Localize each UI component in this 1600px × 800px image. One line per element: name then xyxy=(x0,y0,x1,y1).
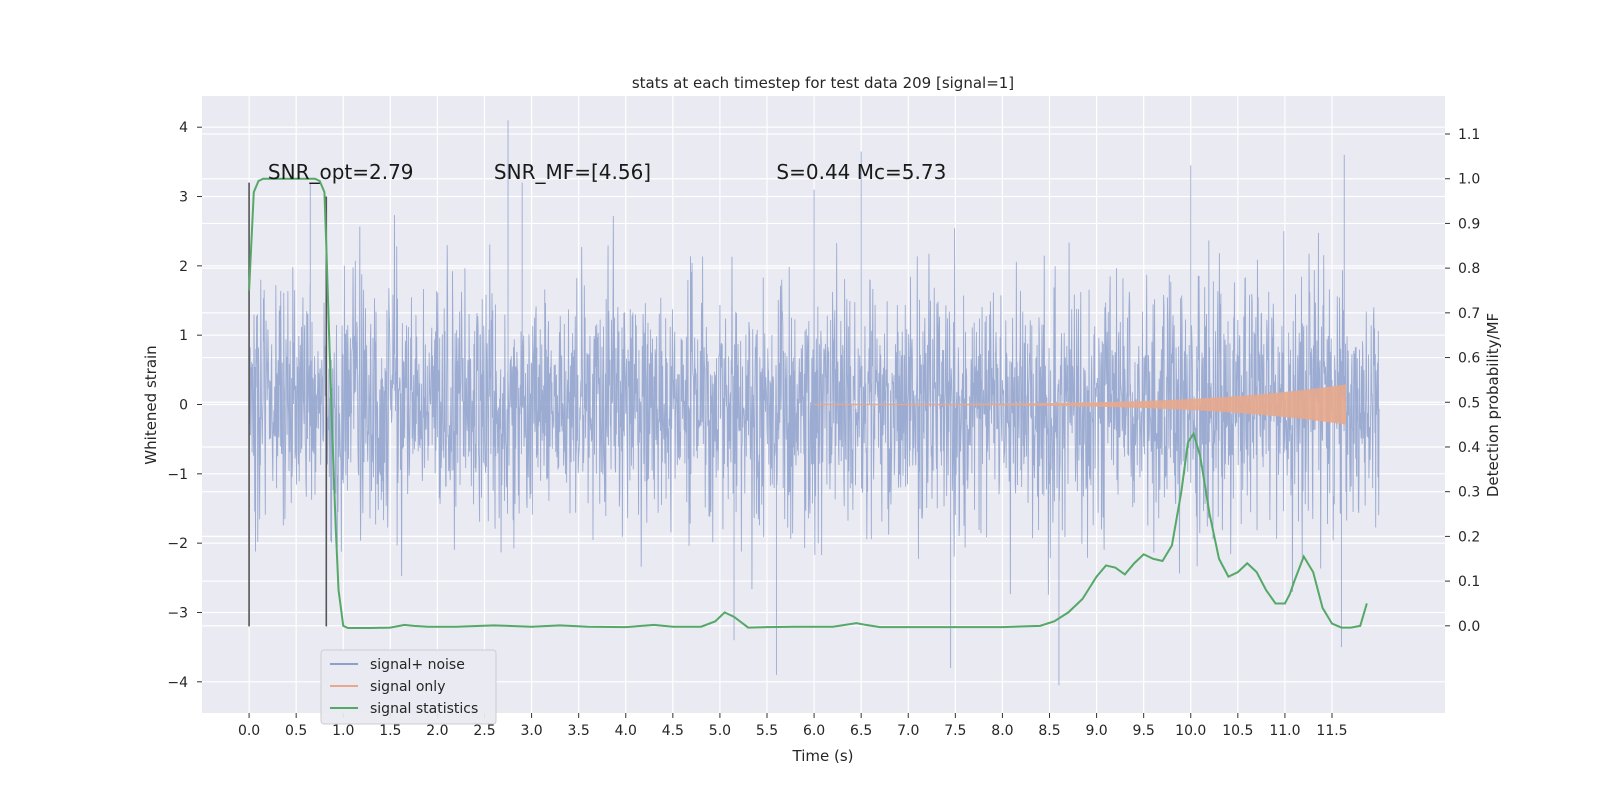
annotations: SNR_opt=2.79 SNR_MF=[4.56] S=0.44 Mc=5.73 xyxy=(268,160,946,184)
y2-axis-label: Detection probability/MF xyxy=(1484,313,1502,497)
x-tick-label: 8.0 xyxy=(991,723,1013,739)
legend-label-signal-statistics: signal statistics xyxy=(370,701,478,717)
y2-tick-label: 0.3 xyxy=(1458,485,1480,501)
y2-tick-label: 0.1 xyxy=(1458,574,1480,590)
y-tick-label: 4 xyxy=(179,120,188,136)
series-signal-plus-noise xyxy=(248,120,1380,686)
y-tick-label: −2 xyxy=(167,536,188,552)
y2-tick-label: 0.9 xyxy=(1458,216,1480,232)
x-tick-label: 0.5 xyxy=(285,723,307,739)
y-tick-label: 0 xyxy=(179,398,188,414)
y-tick-label: −4 xyxy=(167,675,188,691)
y2-tick-label: 0.8 xyxy=(1458,261,1480,277)
legend-label-signal-plus-noise: signal+ noise xyxy=(370,657,465,673)
x-tick-label: 9.5 xyxy=(1133,723,1155,739)
statistics-line xyxy=(248,177,1368,630)
x-tick-label: 11.0 xyxy=(1269,723,1300,739)
x-tick-label: 8.5 xyxy=(1038,723,1060,739)
annotation-snr-opt: SNR_opt=2.79 xyxy=(268,160,414,184)
x-tick-label: 11.5 xyxy=(1316,723,1347,739)
x-tick-label: 9.0 xyxy=(1085,723,1107,739)
legend-box xyxy=(320,649,497,725)
annotation-s-mc: S=0.44 Mc=5.73 xyxy=(776,160,946,184)
x-tick-label: 10.0 xyxy=(1175,723,1206,739)
signal-envelope xyxy=(814,384,1347,425)
x-tick-label: 1.5 xyxy=(379,723,401,739)
chart-title: stats at each timestep for test data 209… xyxy=(632,74,1014,92)
noise-trace xyxy=(248,120,1380,686)
x-tick-label: 5.5 xyxy=(756,723,778,739)
legend: signal+ noise signal only signal statist… xyxy=(320,649,497,725)
y2-tick-label: 0.2 xyxy=(1458,529,1480,545)
x-axis-label: Time (s) xyxy=(792,747,854,765)
x-tick-label: 10.5 xyxy=(1222,723,1253,739)
x-tick-label: 1.0 xyxy=(332,723,354,739)
x-tick-label: 7.5 xyxy=(944,723,966,739)
y-tick-label: 1 xyxy=(179,328,188,344)
x-tick-label: 2.0 xyxy=(426,723,448,739)
y-tick-label: −1 xyxy=(167,467,188,483)
y2-tick-label: 0.4 xyxy=(1458,440,1480,456)
x-tick-label: 2.5 xyxy=(473,723,495,739)
x-tick-label: 0.0 xyxy=(238,723,260,739)
y2-tick-label: 0.7 xyxy=(1458,306,1480,322)
x-tick-label: 6.5 xyxy=(850,723,872,739)
y2-tick-label: 1.0 xyxy=(1458,172,1480,188)
legend-label-signal-only: signal only xyxy=(370,679,445,695)
y-axis-label: Whitened strain xyxy=(142,345,160,464)
x-tick-label: 5.0 xyxy=(709,723,731,739)
x-tick-label: 6.0 xyxy=(803,723,825,739)
x-axis-ticks: 0.0 0.5 1.0 1.5 2.0 2.5 3.0 3.5 4.0 4.5 5.0 5.5 6.0 6… xyxy=(238,713,1348,739)
annotation-snr-mf: SNR_MF=[4.56] xyxy=(494,160,651,184)
y2-tick-label: 1.1 xyxy=(1458,127,1480,143)
x-tick-label: 7.0 xyxy=(897,723,919,739)
x-tick-label: 4.5 xyxy=(662,723,684,739)
series-signal-statistics xyxy=(248,177,1368,630)
x-tick-label: 4.0 xyxy=(615,723,637,739)
y2-tick-label: 0.0 xyxy=(1458,619,1480,635)
x-tick-label: 3.5 xyxy=(568,723,590,739)
y2-tick-label: 0.6 xyxy=(1458,351,1480,367)
y-tick-label: −3 xyxy=(167,605,188,621)
y-axis-ticks: −4 −3 −2 −1 0 1 2 3 4 xyxy=(167,120,202,691)
y2-axis-ticks: 0.0 0.1 0.2 0.3 0.4 0.5 0.6 0.7 0.8 0.9 1.0 1.1 xyxy=(1445,127,1480,635)
y2-tick-label: 0.5 xyxy=(1458,395,1480,411)
y-tick-label: 2 xyxy=(179,259,188,275)
y-tick-label: 3 xyxy=(179,190,188,206)
x-tick-label: 3.0 xyxy=(520,723,542,739)
series-signal-only xyxy=(814,384,1347,425)
